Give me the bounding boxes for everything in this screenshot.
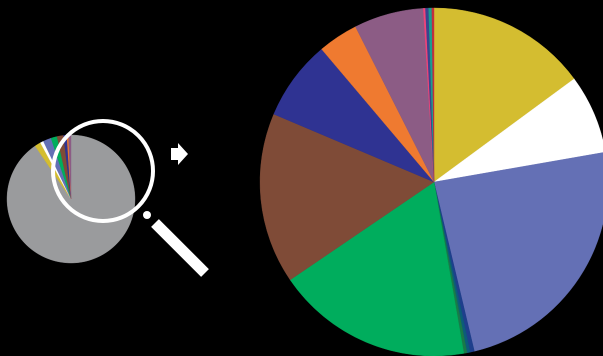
zoomed-pie-slice-7 xyxy=(259,113,435,281)
zoomed-pie-chart xyxy=(259,7,603,356)
magnifier-lens xyxy=(51,119,155,223)
zoomed-pie-slice-1 xyxy=(433,78,603,183)
magnifier-joint xyxy=(143,211,151,219)
zoomed-pie-slice-2 xyxy=(433,152,603,352)
zoomed-pie-slice-0 xyxy=(433,7,575,183)
magnifier-handle xyxy=(151,219,209,277)
magnifying-glass-icon xyxy=(51,119,209,277)
zoomed-pie-slice-14 xyxy=(431,7,435,183)
overview-pie-chart xyxy=(6,134,136,264)
right-arrow-icon xyxy=(171,143,188,165)
